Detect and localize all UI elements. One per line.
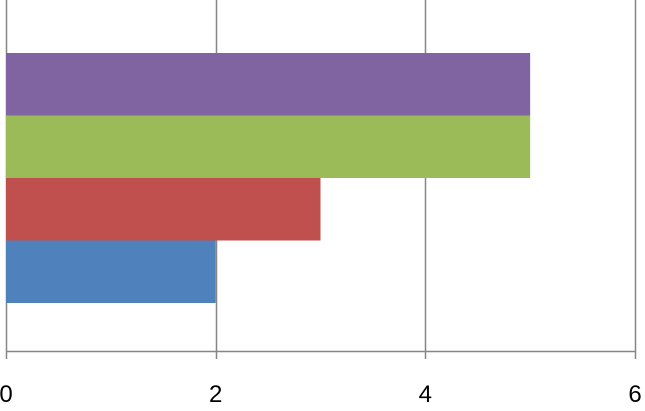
x-tick-label-6: 6 xyxy=(628,381,641,408)
x-tick-label-2: 2 xyxy=(209,381,222,408)
x-axis xyxy=(5,350,637,359)
bars xyxy=(6,53,531,303)
bar-2 xyxy=(6,178,321,241)
bar-3 xyxy=(6,115,531,178)
bar-4 xyxy=(6,53,531,116)
x-tick-label-0: 0 xyxy=(0,381,13,408)
bar-1 xyxy=(6,240,216,303)
x-tick-labels: 0 2 4 6 xyxy=(0,381,642,408)
x-tick-label-4: 4 xyxy=(419,381,432,408)
